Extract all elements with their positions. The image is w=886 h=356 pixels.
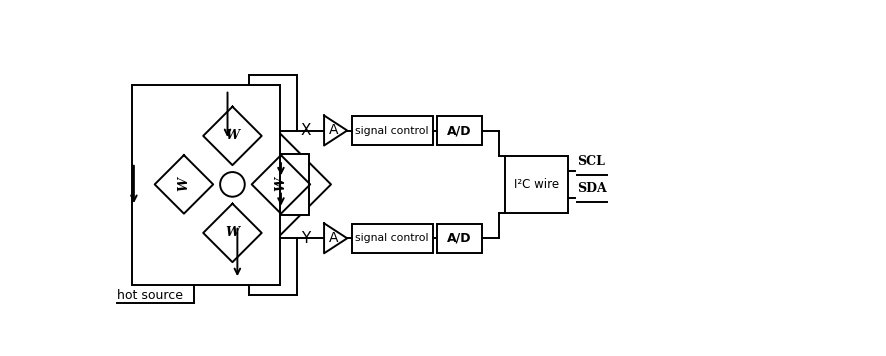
- Bar: [437, 116, 481, 145]
- Text: SCL: SCL: [577, 155, 604, 168]
- Text: Y: Y: [300, 231, 310, 246]
- Text: W: W: [225, 226, 239, 240]
- Bar: [352, 224, 432, 252]
- Text: W: W: [225, 129, 239, 142]
- Bar: [202, 108, 263, 261]
- Bar: [132, 85, 280, 284]
- Bar: [352, 116, 432, 145]
- Text: A: A: [329, 124, 338, 137]
- Text: I²C wire: I²C wire: [514, 178, 558, 191]
- Text: SDA: SDA: [577, 182, 607, 195]
- Text: A/D: A/D: [447, 232, 471, 245]
- Bar: [156, 154, 308, 215]
- Text: W: W: [274, 177, 287, 192]
- Text: signal control: signal control: [355, 126, 429, 136]
- Text: A/D: A/D: [447, 124, 471, 137]
- Bar: [504, 156, 568, 213]
- Text: hot source: hot source: [117, 289, 183, 302]
- Text: signal control: signal control: [355, 233, 429, 243]
- Bar: [437, 224, 481, 252]
- Text: W: W: [177, 177, 190, 192]
- Text: A: A: [329, 231, 338, 245]
- Text: X: X: [300, 123, 311, 138]
